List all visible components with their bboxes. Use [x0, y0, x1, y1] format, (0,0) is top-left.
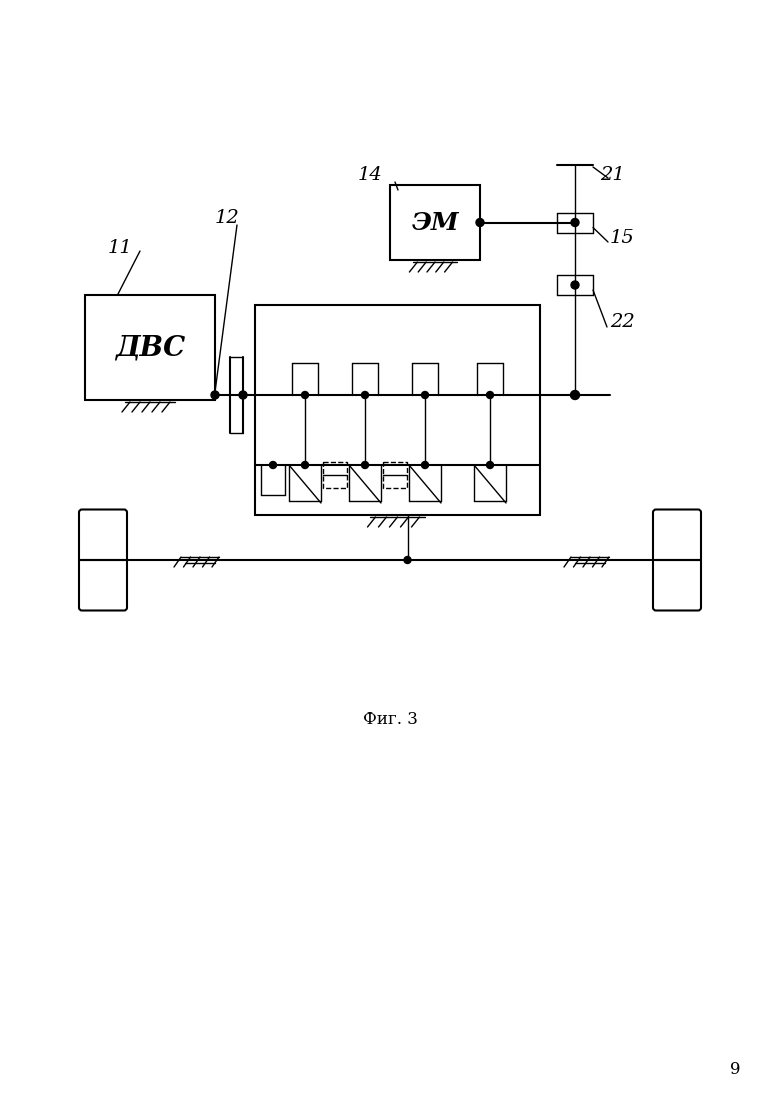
Bar [255, 306, 540, 515]
Bar [85, 295, 215, 400]
Text: Фиг. 3: Фиг. 3 [363, 711, 417, 728]
Bar [323, 462, 347, 488]
Circle shape [421, 392, 428, 398]
Circle shape [404, 557, 411, 564]
Circle shape [211, 390, 219, 399]
Circle shape [361, 392, 368, 398]
Text: 15: 15 [610, 229, 635, 247]
Text: 11: 11 [108, 239, 133, 257]
Circle shape [476, 218, 484, 226]
Circle shape [302, 392, 309, 398]
Text: 9: 9 [730, 1061, 740, 1079]
Circle shape [270, 461, 276, 469]
Circle shape [239, 390, 247, 399]
Text: 21: 21 [600, 165, 625, 184]
Circle shape [302, 461, 309, 469]
Circle shape [361, 461, 368, 469]
Bar [383, 462, 407, 488]
Text: 14: 14 [358, 165, 383, 184]
Circle shape [571, 281, 579, 289]
Circle shape [571, 218, 579, 226]
Text: ЭМ: ЭМ [411, 211, 459, 235]
Text: ДВС: ДВС [115, 334, 185, 361]
Text: 22: 22 [610, 313, 635, 331]
Circle shape [487, 461, 494, 469]
Text: 12: 12 [215, 208, 239, 227]
Circle shape [487, 392, 494, 398]
Bar [390, 185, 480, 260]
Circle shape [570, 390, 580, 399]
Circle shape [421, 461, 428, 469]
